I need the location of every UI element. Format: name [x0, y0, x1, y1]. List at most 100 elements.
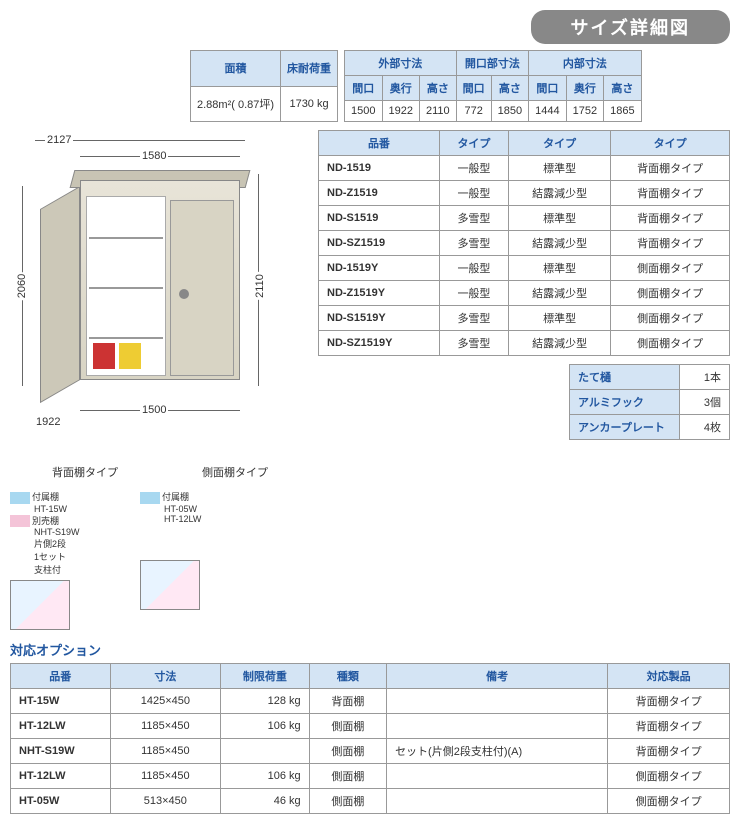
- dim-value: 2110: [420, 101, 457, 122]
- model-table: 品番タイプタイプタイプ ND-1519一般型標準型背面棚タイプND-Z1519一…: [318, 130, 730, 356]
- model-cell: 側面棚タイプ: [611, 331, 730, 356]
- dim-subheader: 奥行: [382, 76, 419, 101]
- table-row: HT-12LW1185×450106 kg側面棚側面棚タイプ: [11, 764, 730, 789]
- model-cell: 標準型: [509, 256, 611, 281]
- opt-cell: 1185×450: [110, 739, 221, 764]
- model-cell: ND-1519: [319, 156, 440, 181]
- table-row: ND-Z1519Y一般型結露減少型側面棚タイプ: [319, 281, 730, 306]
- opt-header: 品番: [11, 664, 111, 689]
- table-row: ND-SZ1519Y多雪型結露減少型側面棚タイプ: [319, 331, 730, 356]
- opt-cell: [387, 689, 608, 714]
- model-cell: 側面棚タイプ: [611, 306, 730, 331]
- rack-icon-right: [140, 560, 200, 610]
- table-row: たて樋1本: [570, 365, 730, 390]
- model-cell: 多雪型: [439, 331, 508, 356]
- table-row: アルミフック3個: [570, 390, 730, 415]
- model-cell: ND-SZ1519Y: [319, 331, 440, 356]
- model-cell: ND-S1519Y: [319, 306, 440, 331]
- opt-header: 制限荷重: [221, 664, 309, 689]
- dim-height-right: 2110: [254, 272, 266, 300]
- opt-cell: NHT-S19W: [11, 739, 111, 764]
- shed-diagram: 2127 1580 2060 2110 1: [10, 130, 310, 460]
- model-cell: 一般型: [439, 156, 508, 181]
- table-row: ND-Z1519一般型結露減少型背面棚タイプ: [319, 181, 730, 206]
- acc-name: アルミフック: [570, 390, 680, 415]
- model-cell: 結露減少型: [509, 331, 611, 356]
- label-side-type: 側面棚タイプ: [202, 464, 268, 480]
- model-cell: ND-Z1519Y: [319, 281, 440, 306]
- model-cell: 背面棚タイプ: [611, 231, 730, 256]
- legend-pink-note2: 1セット: [34, 550, 130, 563]
- dim-value: 1865: [604, 101, 641, 122]
- model-cell: 結露減少型: [509, 281, 611, 306]
- opt-header: 備考: [387, 664, 608, 689]
- diagram-labels: 背面棚タイプ 側面棚タイプ: [10, 464, 310, 480]
- area-header: 面積: [191, 51, 281, 87]
- model-header: タイプ: [439, 131, 508, 156]
- opt-cell: 1425×450: [110, 689, 221, 714]
- top-tables: 面積 床耐荷重 2.88m²( 0.87坪) 1730 kg 外部寸法 開口部寸…: [10, 50, 730, 122]
- legend-blue: 付属棚: [32, 492, 59, 502]
- model-cell: 標準型: [509, 306, 611, 331]
- opt-cell: 側面棚タイプ: [608, 789, 730, 814]
- table-row: ND-1519Y一般型標準型側面棚タイプ: [319, 256, 730, 281]
- model-cell: 多雪型: [439, 206, 508, 231]
- acc-qty: 3個: [680, 390, 730, 415]
- table-row: ND-S1519多雪型標準型背面棚タイプ: [319, 206, 730, 231]
- dimensions-table: 外部寸法 開口部寸法 内部寸法 間口奥行高さ間口高さ間口奥行高さ 1500192…: [344, 50, 642, 122]
- table-row: HT-05W513×45046 kg側面棚側面棚タイプ: [11, 789, 730, 814]
- dim-subheader: 間口: [345, 76, 382, 101]
- opt-cell: 46 kg: [221, 789, 309, 814]
- opt-cell: 側面棚: [309, 764, 386, 789]
- dim-group-open: 開口部寸法: [456, 51, 528, 76]
- opt-cell: [221, 739, 309, 764]
- dim-value: 1850: [491, 101, 528, 122]
- opt-cell: 1185×450: [110, 714, 221, 739]
- table-row: HT-12LW1185×450106 kg側面棚 背面棚タイプ: [11, 714, 730, 739]
- table-row: HT-15W1425×450128 kg背面棚背面棚タイプ: [11, 689, 730, 714]
- dim-subheader: 奥行: [566, 76, 603, 101]
- model-cell: 側面棚タイプ: [611, 281, 730, 306]
- dim-top-width: 1580: [140, 150, 168, 162]
- model-cell: 多雪型: [439, 231, 508, 256]
- opt-cell: HT-05W: [11, 789, 111, 814]
- page-title: サイズ詳細図: [531, 10, 730, 44]
- opt-cell: 128 kg: [221, 689, 309, 714]
- dim-subheader: 間口: [456, 76, 491, 101]
- dim-height-left: 2060: [16, 272, 28, 300]
- opt-cell: 側面棚: [309, 714, 386, 739]
- opt-cell: 106 kg: [221, 714, 309, 739]
- legend-blue-r: 付属棚: [162, 492, 189, 502]
- content-row: 2127 1580 2060 2110 1: [10, 130, 730, 630]
- opt-header: 種類: [309, 664, 386, 689]
- opt-cell: [387, 789, 608, 814]
- model-cell: ND-1519Y: [319, 256, 440, 281]
- table-row: ND-S1519Y多雪型標準型側面棚タイプ: [319, 306, 730, 331]
- opt-cell: HT-12LW: [11, 764, 111, 789]
- opt-cell: 1185×450: [110, 764, 221, 789]
- load-header: 床耐荷重: [281, 51, 338, 87]
- dim-depth: 1922: [34, 416, 62, 428]
- table-row: NHT-S19W1185×450側面棚セット(片側2段支柱付)(A)背面棚タイプ: [11, 739, 730, 764]
- dim-bottom-width: 1500: [140, 404, 168, 416]
- label-back-type: 背面棚タイプ: [52, 464, 118, 480]
- dim-subheader: 高さ: [491, 76, 528, 101]
- dim-subheader: 高さ: [604, 76, 641, 101]
- acc-qty: 4枚: [680, 415, 730, 440]
- legend-blue-code-r2: HT-12LW: [164, 514, 260, 524]
- accessories-table: たて樋1本アルミフック3個アンカープレート4枚: [569, 364, 730, 440]
- model-cell: 一般型: [439, 256, 508, 281]
- dim-overall-width: 2127: [45, 134, 73, 146]
- opt-cell: 背面棚タイプ: [608, 714, 730, 739]
- opt-cell: セット(片側2段支柱付)(A): [387, 739, 608, 764]
- model-cell: 背面棚タイプ: [611, 156, 730, 181]
- legend-pink-note1: 片側2段: [34, 537, 130, 550]
- opt-cell: HT-12LW: [11, 714, 111, 739]
- diagram-column: 2127 1580 2060 2110 1: [10, 130, 310, 630]
- opt-cell: 106 kg: [221, 764, 309, 789]
- legend-pink-note3: 支柱付: [34, 563, 130, 576]
- shelf-icon-left: 付属棚 HT-15W 別売棚 NHT-S19W 片側2段 1セット 支柱付: [10, 490, 130, 630]
- opt-cell: HT-15W: [11, 689, 111, 714]
- dim-subheader: 高さ: [420, 76, 457, 101]
- dim-subheader: 間口: [529, 76, 566, 101]
